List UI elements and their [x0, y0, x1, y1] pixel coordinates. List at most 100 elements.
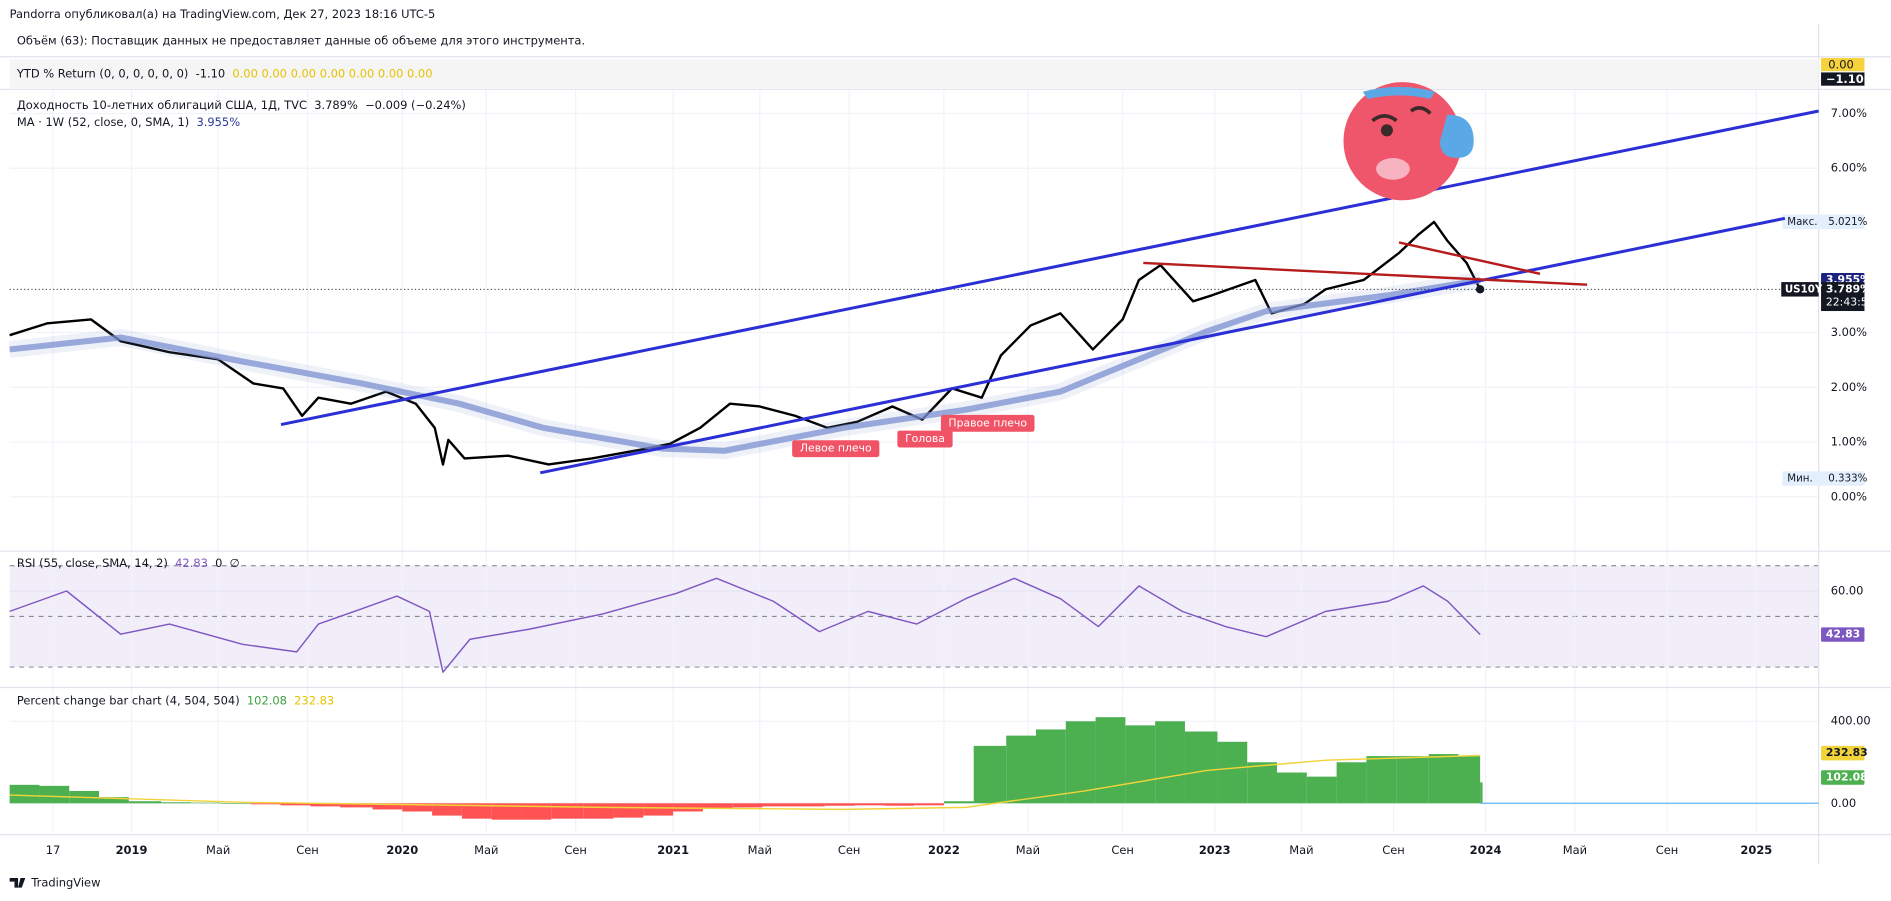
- emoji: [1343, 82, 1474, 201]
- bar: [1396, 756, 1429, 804]
- bar: [1306, 776, 1337, 804]
- ytd-pane: [9, 59, 1819, 89]
- rsi-badge: 42.83: [1826, 628, 1860, 641]
- series-name: MA · 1W (52, close, 0, SMA, 1): [17, 114, 189, 128]
- bar: [1336, 762, 1367, 804]
- ytd-badge: [1821, 72, 1865, 86]
- data-layer: 0.00% 1.00% 2.00% 3.00% 6.00% 7.00% 3.955% 3.78…: [8, 106, 1875, 857]
- max-value: 5.021%: [1828, 216, 1867, 228]
- x-tick-label: Сен: [296, 843, 319, 857]
- bar: [1428, 754, 1459, 804]
- symbol-badge-bg: [1781, 282, 1819, 297]
- annotation-bg: [897, 430, 953, 448]
- y-tick-label: 0.00%: [1831, 489, 1867, 503]
- bar: [854, 803, 885, 806]
- bar: [491, 803, 522, 820]
- ytd-label: YTD % Return (0, 0, 0, 0, 0, 0): [16, 66, 188, 80]
- bar: [340, 803, 373, 808]
- series-line: [9, 277, 1481, 454]
- ytd-badge: [1821, 57, 1865, 72]
- pct-badge-bg: [1821, 770, 1865, 785]
- series-line: [8, 271, 1482, 460]
- bar: [310, 803, 341, 807]
- bar: [884, 803, 915, 806]
- x-tick-label: Май: [1289, 843, 1313, 857]
- bar: [372, 803, 403, 810]
- bar: [613, 803, 644, 818]
- series-line: [9, 220, 1482, 466]
- header: Pandorra опубликовал(а) на TradingView.c…: [10, 7, 436, 21]
- bar: [1480, 782, 1483, 804]
- series-name: Доходность 10-летних облигаций США, 1Д, …: [17, 97, 307, 111]
- bar: [1125, 725, 1156, 804]
- x-tick-label: 2025: [1740, 843, 1772, 857]
- bar: [732, 803, 763, 808]
- bar: [250, 803, 281, 805]
- series-line: [9, 754, 1481, 811]
- series-line: [9, 577, 1481, 673]
- bar: [461, 803, 492, 819]
- min-label: Мин.: [1787, 473, 1812, 485]
- bar: [9, 784, 40, 804]
- last-value: 102.08: [247, 693, 287, 707]
- x-tick-label: Май: [1563, 843, 1587, 857]
- x-tick-label: Май: [206, 843, 230, 857]
- bar: [1217, 741, 1248, 804]
- x-tick-label: 2024: [1470, 843, 1502, 857]
- annotation: Правое плечо: [948, 416, 1027, 429]
- price-badge-bg: [1821, 282, 1865, 312]
- x-tick-label: 2019: [116, 843, 148, 857]
- legend-extra: ∅: [230, 556, 240, 570]
- symbol-badge: US10Y: [1785, 283, 1823, 295]
- bar: [402, 803, 433, 812]
- y-tick-label: 3.00%: [1831, 325, 1867, 339]
- annotation-bg: [792, 440, 880, 458]
- last-point: [1475, 285, 1485, 294]
- x-tick-label: 2023: [1199, 843, 1231, 857]
- pct-badge: 102.08: [1826, 771, 1868, 784]
- bar: [1006, 735, 1037, 804]
- bar: [99, 797, 129, 804]
- x-tick-label: 2020: [386, 843, 418, 857]
- footer: TradingView: [30, 875, 100, 889]
- ytd-axis-top: 0.00: [1828, 58, 1853, 72]
- y-tick-label: 7.00%: [1831, 106, 1867, 120]
- series-name: RSI (55, close, SMA, 14, 2): [17, 556, 168, 570]
- rsi-legend: RSI (55, close, SMA, 14, 2) 42.83 0 ∅: [17, 556, 240, 570]
- min-value: 0.333%: [1828, 473, 1867, 485]
- price-badge: 3.789%: [1826, 282, 1871, 295]
- y-tick-label: 1.00%: [1831, 435, 1867, 449]
- rsi-badge-bg: [1821, 627, 1865, 642]
- y-tick-label: 2.00%: [1831, 380, 1867, 394]
- footer-logo: [9, 878, 26, 888]
- last-value: 232.83: [294, 693, 334, 707]
- x-tick-label: 2022: [928, 843, 960, 857]
- bar: [824, 803, 855, 806]
- annotation: Левое плечо: [800, 442, 872, 455]
- annotation-bg: [940, 414, 1035, 432]
- bar: [1366, 756, 1397, 804]
- bar: [1184, 731, 1218, 804]
- x-tick-label: Сен: [1111, 843, 1134, 857]
- bar: [551, 803, 584, 819]
- bar: [1458, 756, 1481, 804]
- bar: [973, 745, 1007, 804]
- bar: [643, 803, 674, 816]
- main-legend: Доходность 10-летних облигаций США, 1Д, …: [17, 97, 466, 111]
- max-label: Макс.: [1787, 216, 1817, 228]
- x-tick-label: Май: [474, 843, 498, 857]
- legend-extra: 0: [215, 556, 222, 570]
- change: −0.009 (−0.24%): [365, 97, 466, 111]
- y-tick-label: 0.00: [1831, 796, 1856, 810]
- bar: [128, 801, 162, 804]
- bar: [1247, 762, 1278, 804]
- ytd-value: -1.10: [196, 66, 226, 80]
- trend-line: [280, 109, 1819, 427]
- bar: [583, 803, 614, 819]
- bar: [280, 803, 311, 806]
- y-tick-label: 60.00: [1831, 584, 1864, 598]
- bar: [794, 803, 825, 807]
- ma-badge-bg: [1821, 745, 1865, 761]
